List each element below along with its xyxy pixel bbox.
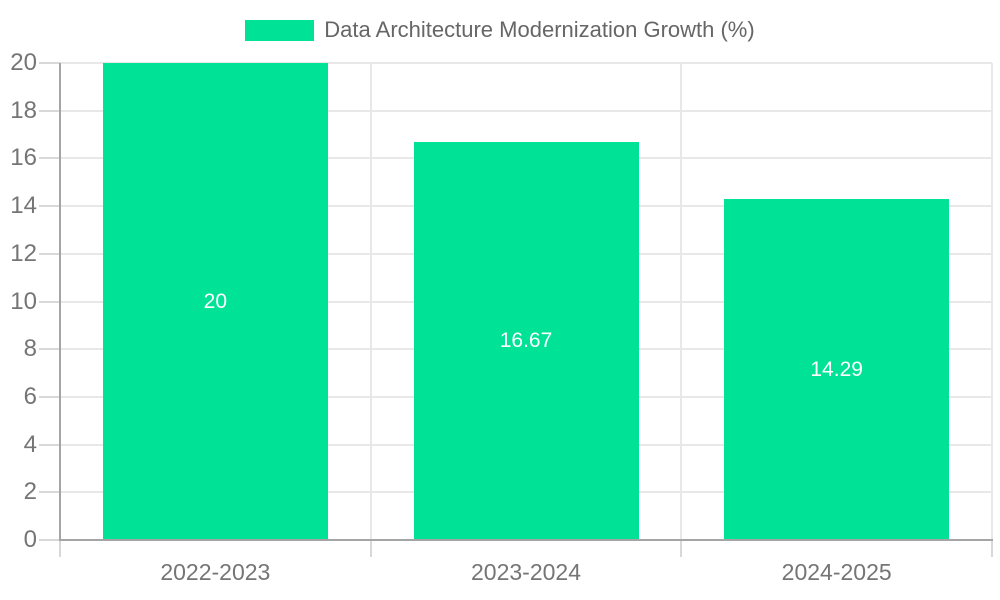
y-axis-tick: [39, 205, 60, 208]
x-tick-label: 2022-2023: [160, 559, 271, 585]
y-tick-label: 18: [10, 96, 37, 124]
y-axis-tick: [39, 62, 60, 64]
y-axis-tick: [39, 109, 60, 112]
bar-value-label: 14.29: [810, 357, 863, 381]
gridline-x: [680, 63, 683, 540]
bar-value-label: 16.67: [499, 329, 553, 353]
x-tick-label: 2024-2025: [781, 559, 892, 585]
y-axis-tick: [39, 395, 60, 398]
x-axis-tick: [369, 540, 372, 557]
gridline-y: [60, 62, 992, 64]
x-axis-tick: [59, 540, 61, 557]
bar-value-label: 20: [203, 289, 227, 313]
gridline-y: [60, 109, 992, 112]
y-tick-label: 14: [10, 192, 37, 220]
gridline-x: [991, 63, 993, 540]
y-axis-tick: [39, 348, 60, 351]
x-axis-line: [59, 539, 993, 541]
y-tick-label: 12: [10, 239, 37, 267]
legend-color-swatch: [245, 19, 315, 41]
y-tick-label: 8: [23, 335, 37, 363]
y-tick-label: 10: [10, 287, 37, 315]
y-axis-tick: [39, 539, 60, 541]
legend-item[interactable]: Data Architecture Modernization Growth (…: [245, 16, 755, 44]
gridline-x: [369, 63, 372, 540]
bar-2023-2024[interactable]: [413, 142, 639, 541]
y-axis-tick: [39, 157, 60, 160]
legend: Data Architecture Modernization Growth (…: [0, 16, 1000, 44]
x-tick-label: 2023-2024: [471, 559, 581, 585]
legend-label: Data Architecture Modernization Growth (…: [324, 17, 755, 42]
y-tick-label: 16: [10, 144, 37, 172]
y-tick-label: 20: [10, 49, 37, 76]
x-axis-tick: [680, 540, 683, 557]
y-tick-label: 4: [23, 430, 37, 458]
bar-2024-2025[interactable]: [724, 199, 950, 541]
y-axis-tick: [39, 252, 60, 255]
y-axis-tick: [39, 300, 60, 303]
x-axis-tick: [991, 540, 993, 557]
y-axis-tick: [39, 443, 60, 446]
y-axis-tick: [39, 491, 60, 494]
y-tick-label: 2: [23, 478, 37, 506]
y-tick-label: 0: [23, 526, 37, 553]
y-tick-label: 6: [23, 382, 37, 410]
y-axis-line: [59, 63, 61, 540]
bar-2022-2023[interactable]: [102, 63, 328, 541]
